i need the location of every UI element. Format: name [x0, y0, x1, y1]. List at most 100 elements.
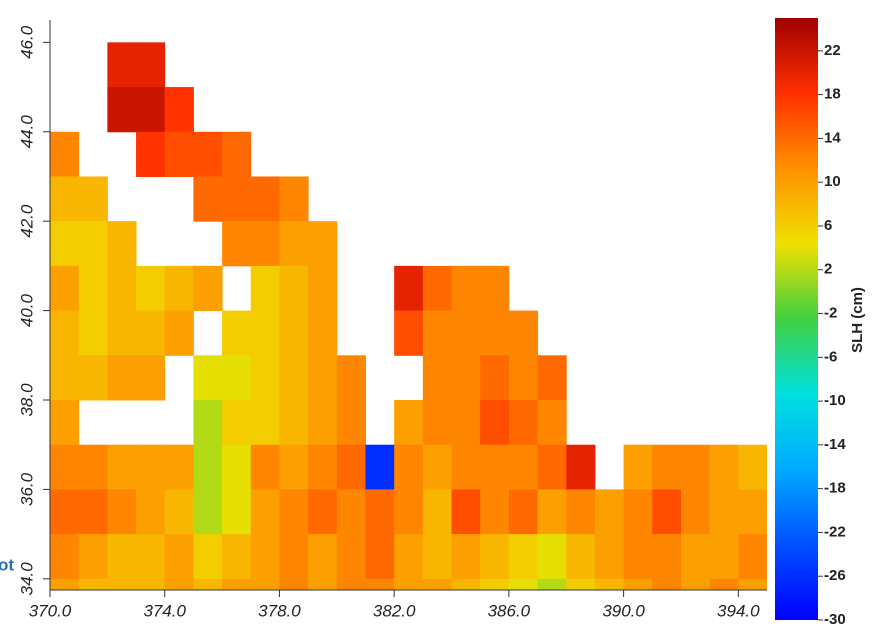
cell	[738, 534, 767, 580]
cell	[709, 489, 739, 535]
cell	[222, 400, 252, 446]
y-tick-label: 38.0	[17, 383, 36, 417]
cell	[50, 131, 80, 177]
cell	[193, 265, 223, 312]
cell	[193, 578, 223, 590]
cell	[222, 355, 252, 401]
cell	[193, 131, 223, 177]
cell	[78, 534, 108, 580]
cell	[78, 265, 108, 312]
cell	[652, 489, 682, 535]
field	[50, 42, 767, 590]
cell	[365, 489, 395, 535]
colorbar	[775, 18, 818, 620]
y-tick-label: 42.0	[17, 204, 36, 238]
x-tick-label: 374.0	[143, 601, 186, 620]
cell	[738, 444, 767, 490]
cell	[250, 221, 280, 267]
cell	[78, 176, 108, 222]
cell	[193, 534, 223, 580]
cell	[652, 534, 682, 580]
cell	[336, 578, 366, 590]
x-tick-label: 378.0	[258, 601, 301, 620]
cell	[508, 400, 539, 446]
cell	[480, 265, 510, 312]
cell	[193, 489, 223, 535]
cell	[279, 355, 309, 401]
cell	[279, 489, 309, 535]
cell	[136, 87, 166, 133]
cell	[336, 534, 366, 580]
cell	[136, 355, 166, 401]
cell	[250, 534, 280, 580]
cell	[422, 534, 453, 580]
cell	[451, 534, 481, 580]
cell	[394, 578, 424, 590]
cell	[422, 400, 453, 446]
cell	[594, 578, 625, 590]
cell	[508, 310, 539, 356]
fragment-text: ot	[0, 555, 14, 574]
cell	[451, 444, 481, 490]
cell	[193, 355, 223, 401]
cell	[107, 444, 137, 490]
cell	[422, 578, 453, 590]
cell	[250, 444, 280, 490]
x-tick-label: 370.0	[29, 601, 72, 620]
cell	[537, 355, 567, 401]
cell	[365, 534, 395, 580]
cell	[480, 578, 510, 590]
cell	[164, 265, 194, 312]
x-tick-label: 390.0	[602, 601, 645, 620]
cell	[394, 400, 424, 446]
cell	[78, 578, 108, 590]
cell	[566, 489, 596, 535]
cell	[308, 534, 338, 580]
cell	[50, 444, 80, 490]
cell	[422, 489, 453, 535]
cell	[422, 444, 453, 490]
cell	[50, 489, 80, 535]
cell	[537, 534, 567, 580]
cell	[136, 444, 166, 490]
cell	[336, 444, 366, 490]
cell	[250, 578, 280, 590]
cell	[308, 265, 338, 312]
cell	[480, 310, 510, 356]
cell	[623, 578, 653, 590]
cell	[451, 310, 481, 356]
cell	[480, 534, 510, 580]
cell	[336, 355, 366, 401]
y-tick-label: 40.0	[17, 294, 36, 328]
cell	[136, 578, 166, 590]
cell	[308, 489, 338, 535]
cell	[308, 355, 338, 401]
cell	[250, 265, 280, 312]
colorbar-tick-label: -10	[824, 392, 846, 409]
y-tick-label: 36.0	[17, 472, 36, 506]
cell	[308, 221, 338, 267]
cell	[537, 400, 567, 446]
cell	[594, 534, 625, 580]
cell	[738, 578, 767, 590]
cell	[394, 444, 424, 490]
cell	[308, 444, 338, 490]
cell	[164, 444, 194, 490]
cell	[451, 355, 481, 401]
cell	[222, 444, 252, 490]
cell	[279, 310, 309, 356]
cell	[480, 444, 510, 490]
colorbar-tick-label: -30	[824, 611, 846, 628]
cell	[279, 444, 309, 490]
cell	[537, 489, 567, 535]
cell	[508, 534, 539, 580]
colorbar-tick-label: -14	[824, 436, 846, 453]
cell	[222, 534, 252, 580]
cell	[508, 578, 539, 590]
cell	[250, 400, 280, 446]
cell	[680, 444, 711, 490]
cell	[422, 310, 453, 356]
colorbar-tick-label: 10	[824, 173, 841, 190]
cell	[250, 489, 280, 535]
